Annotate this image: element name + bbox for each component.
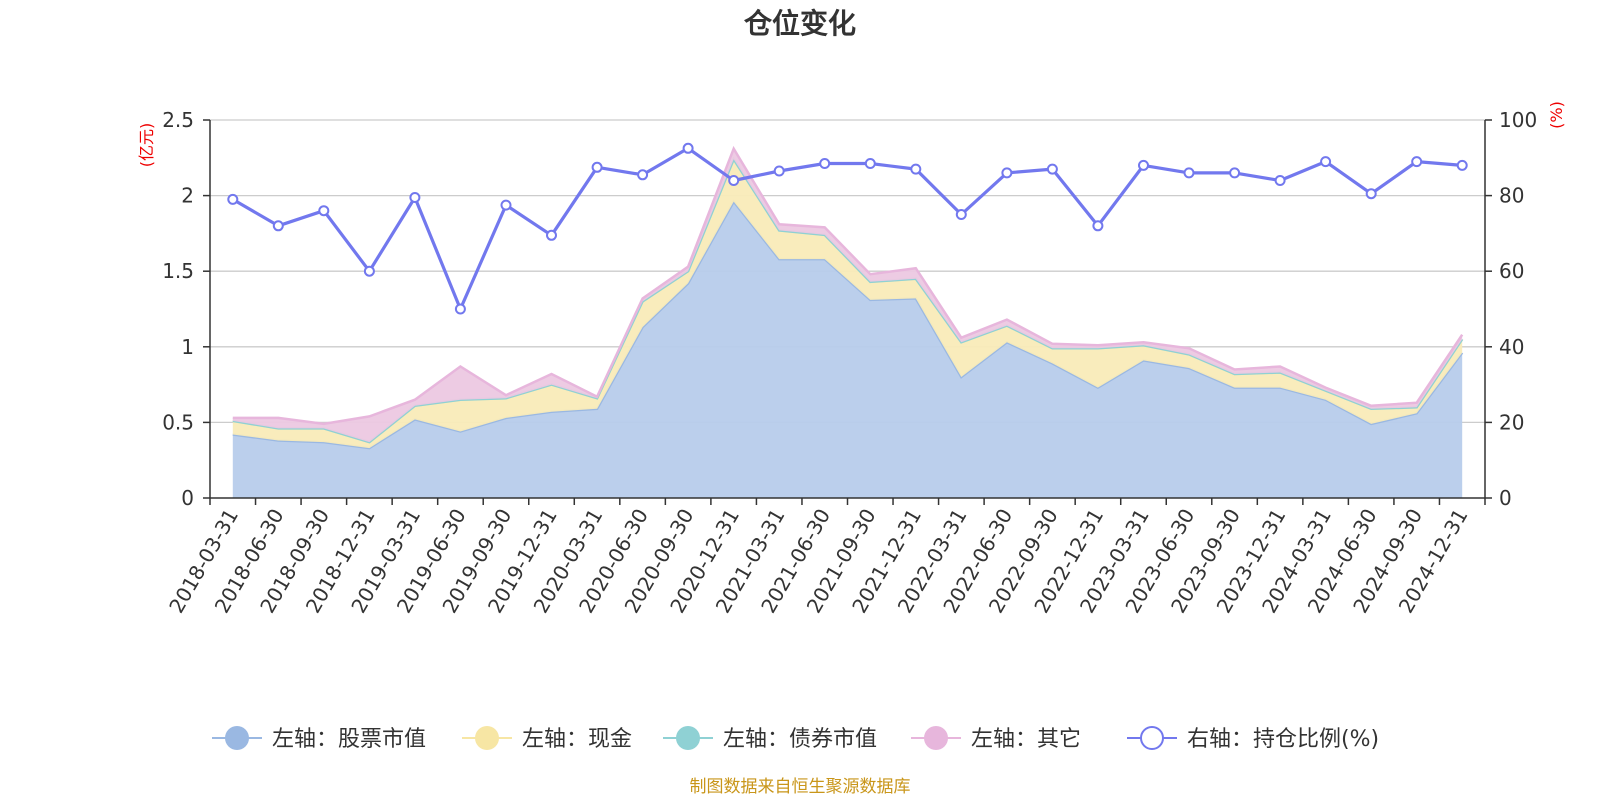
data-source-note: 制图数据来自恒生聚源数据库 (690, 777, 911, 797)
legend-item: 左轴：现金 (462, 726, 632, 752)
right-axis-tick-label: 40 (1499, 335, 1524, 359)
right-axis-tick-label: 100 (1499, 108, 1537, 132)
legend-marker (1140, 726, 1164, 750)
ratio-point (1365, 188, 1377, 200)
legend: 左轴：股票市值 左轴：现金 左轴：债券市值 左轴：其它 右轴：持仓比例(%) (212, 726, 1379, 752)
right-axis-labels: 0 20 40 60 80 100 (1499, 108, 1537, 510)
ratio-line-path (231, 146, 1463, 311)
ratio-point (1411, 156, 1423, 168)
area-series-0 (232, 201, 1463, 498)
axes (203, 119, 1492, 505)
area-edge-3 (232, 145, 1464, 426)
right-axis-tick-label: 20 (1499, 410, 1524, 434)
ratio-point (728, 175, 740, 186)
ratio-point (454, 303, 466, 315)
ratio-point (1138, 159, 1149, 171)
ratio-point (1183, 167, 1195, 179)
ratio-point (500, 199, 512, 211)
left-axis-tick-label: 1.5 (162, 259, 194, 283)
legend-label: 右轴：持仓比例(%) (1187, 727, 1379, 752)
ratio-point (272, 220, 284, 232)
ratio-line-series (227, 142, 1468, 315)
right-axis-tick-label: 60 (1499, 259, 1524, 283)
legend-marker (475, 726, 499, 750)
ratio-point (591, 161, 603, 173)
legend-label: 左轴：现金 (522, 727, 632, 752)
ratio-point (819, 158, 831, 169)
right-axis-tick-label: 80 (1499, 184, 1524, 208)
left-axis-tick-label: 1 (181, 335, 194, 359)
legend-item: 左轴：其它 (911, 726, 1081, 752)
ratio-point (546, 229, 557, 241)
chart-title: 仓位变化 (744, 7, 856, 40)
stacked-areas (232, 145, 1464, 498)
ratio-point (637, 169, 649, 181)
ratio-point (1456, 159, 1468, 171)
left-axis-unit: (亿元) (137, 123, 156, 168)
left-axis-tick-label: 0.5 (162, 410, 194, 434)
ratio-point (910, 163, 922, 175)
legend-marker (225, 726, 249, 750)
right-axis-tick-label: 0 (1499, 486, 1512, 510)
left-axis-tick-label: 2 (181, 184, 194, 208)
ratio-point (1046, 163, 1058, 175)
right-axis-unit: (%) (1547, 101, 1566, 129)
legend-item: 右轴：持仓比例(%) (1127, 726, 1379, 752)
ratio-point (318, 205, 330, 217)
ratio-point (864, 158, 876, 169)
x-axis-labels: 2018-03-312018-06-302018-09-302018-12-31… (164, 505, 1472, 618)
ratio-point (363, 265, 375, 277)
ratio-point (1001, 167, 1013, 179)
ratio-point (409, 192, 421, 203)
legend-label: 左轴：股票市值 (272, 727, 426, 752)
legend-label: 左轴：债券市值 (723, 727, 877, 752)
left-axis-labels: 0 0.5 1 1.5 2 2.5 (162, 108, 194, 510)
legend-item: 左轴：股票市值 (212, 726, 426, 752)
ratio-point (227, 193, 239, 205)
legend-item: 左轴：债券市值 (663, 726, 877, 752)
ratio-point (1229, 167, 1241, 179)
legend-marker (924, 726, 948, 750)
left-axis-tick-label: 0 (181, 486, 194, 510)
legend-label: 左轴：其它 (971, 727, 1081, 752)
ratio-point (773, 165, 785, 177)
ratio-point (1092, 220, 1104, 232)
ratio-point (1320, 156, 1332, 168)
ratio-point (1274, 175, 1286, 186)
ratio-point (682, 142, 694, 154)
left-axis-tick-label: 2.5 (162, 108, 194, 132)
legend-marker (676, 726, 700, 750)
ratio-point (955, 209, 967, 220)
